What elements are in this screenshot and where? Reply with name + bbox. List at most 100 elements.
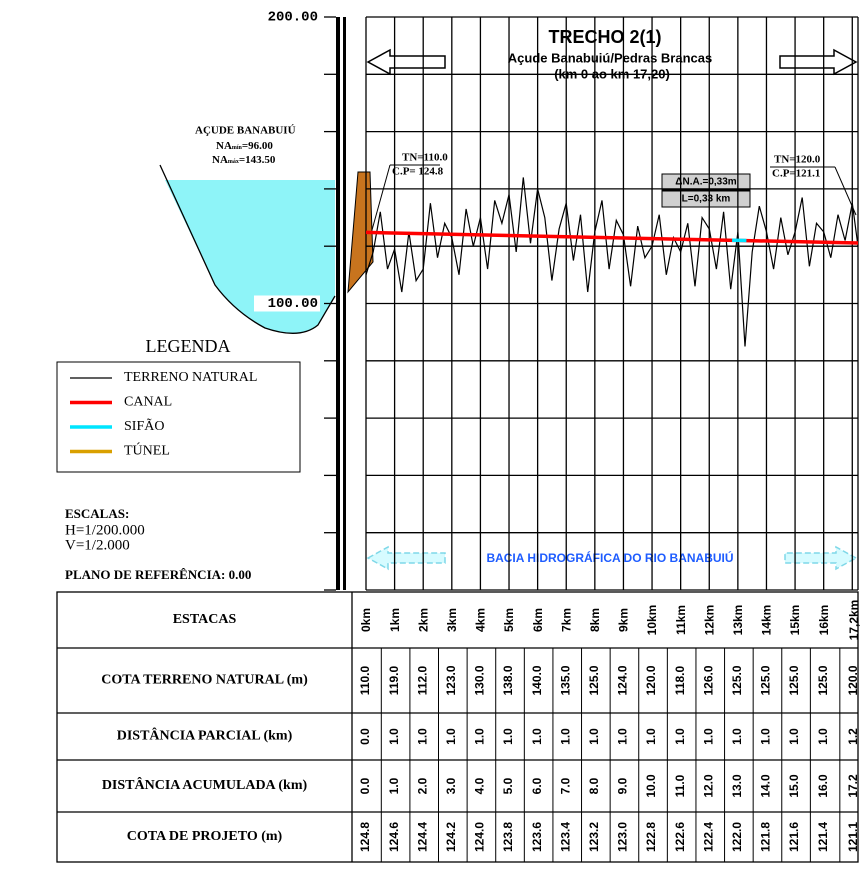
table-cell: 2km [416,608,430,632]
table-cell: 1.0 [415,728,429,745]
annotation: L=0,33 km [682,194,731,205]
table-cell: 1.0 [616,728,630,745]
table-cell: 8km [588,608,602,632]
table-cell: 123.0 [444,665,458,695]
table-cell: 121.4 [816,822,830,852]
table-cell: 10km [645,605,659,636]
table-cell: 15.0 [787,774,801,798]
legend-label: TERRENO NATURAL [124,370,257,385]
table-cell: 123.0 [616,822,630,852]
table-cell: 1.0 [501,728,515,745]
annotation: C.P= 124.8 [392,166,444,178]
table-cell: 1km [388,608,402,632]
arrow-right [780,50,856,74]
row-header: COTA DE PROJETO (m) [127,829,283,844]
table-cell: 1.0 [787,728,801,745]
table-cell: 120.0 [846,665,860,695]
table-cell: 124.8 [358,822,372,852]
annotation: TN=120.0 [774,154,821,166]
profile-drawing: TRECHO 2(1) Açude Banabuiú/Pedras Branca… [0,0,863,871]
scales-heading: ESCALAS: [65,506,129,521]
table-cell: 125.0 [587,665,601,695]
table-cell: 11km [674,605,688,635]
y-tick-label: 100.00 [268,296,318,312]
table-cell: 1.0 [387,777,401,794]
scale-h: H=1/200.000 [65,522,145,538]
table-cell: 125.0 [787,665,801,695]
table-cell: 1.0 [558,728,572,745]
legend-title: LEGENDA [146,336,231,356]
annotation: ΔN.A.=0,33m [675,177,736,188]
table-cell: 13km [731,605,745,636]
table-cell: 123.6 [530,822,544,852]
table-cell: 124.0 [473,822,487,852]
table-cell: 126.0 [701,665,715,695]
legend-label: CANAL [124,395,172,410]
table-cell: 135.0 [558,665,572,695]
row-header: COTA TERRENO NATURAL (m) [101,673,308,688]
table-cell: 1.0 [587,728,601,745]
table-cell: 5km [502,608,516,632]
title: TRECHO 2(1) [548,27,661,47]
level-value: =143.50 [239,154,276,166]
table-cell: 140.0 [530,665,544,695]
table-cell: 2.0 [415,777,429,794]
table-cell: 125.0 [816,665,830,695]
table-cell: 4.0 [473,777,487,794]
basin-label: BACIA HIDROGRÁFICA DO RIO BANABUIÚ [486,550,733,565]
table-cell: 3.0 [444,777,458,794]
table-cell: 112.0 [415,665,429,695]
axis-bar [336,17,340,590]
table-cell: 125.0 [730,665,744,695]
series-line [366,177,858,346]
table-cell: 4km [474,608,488,632]
table-cell: 124.0 [616,665,630,695]
table-cell: 123.4 [558,822,572,852]
level-sub: máx [228,159,239,165]
table-cell: 5.0 [501,777,515,794]
table-cell: 15km [788,605,802,636]
table-cell: 1.0 [701,728,715,745]
table-cell: 122.0 [730,822,744,852]
table-cell: 9.0 [616,777,630,794]
table-cell: 1.0 [530,728,544,745]
subtitle: Açude Banabuiú/Pedras Brancas [508,50,712,65]
table-cell: 17.2 [846,774,860,798]
table-cell: 1.0 [759,728,773,745]
table-cell: 0.0 [358,777,372,794]
table-cell: 1.0 [387,728,401,745]
table-cell: 124.4 [415,822,429,852]
table-cell: 122.8 [644,822,658,852]
annotation: TN=110.0 [402,152,448,164]
annotation: C.P=121.1 [772,168,820,180]
row-header: DISTÂNCIA ACUMULADA (km) [102,776,308,793]
table-cell: 16km [817,605,831,636]
table-cell: 1.0 [473,728,487,745]
table-cell: 1.0 [673,728,687,745]
level-value: =96.00 [242,140,274,152]
table-cell: 121.1 [846,822,860,852]
table-cell: 0km [359,608,373,632]
table-cell: 6.0 [530,777,544,794]
table-cell: 10.0 [644,774,658,798]
row-header: DISTÂNCIA PARCIAL (km) [117,727,293,744]
table-cell: 16.0 [816,774,830,798]
legend-label: TÚNEL [124,442,170,459]
table-cell: 121.8 [759,822,773,852]
table-cell: 124.6 [387,822,401,852]
table-cell: 1.0 [644,728,658,745]
axis-bar [343,17,346,590]
table-cell: 118.0 [673,665,687,695]
scale-v: V=1/2.000 [65,537,130,553]
level-label: NA [212,154,228,166]
table-cell: 120.0 [644,665,658,695]
table-cell: 7.0 [558,777,572,794]
table-cell: 14.0 [759,774,773,798]
table-cell: 121.6 [787,822,801,852]
table-cell: 138.0 [501,665,515,695]
table-cell: 17,2km [847,600,861,641]
row-header: ESTACAS [173,612,237,627]
level-label: NA [216,140,232,152]
